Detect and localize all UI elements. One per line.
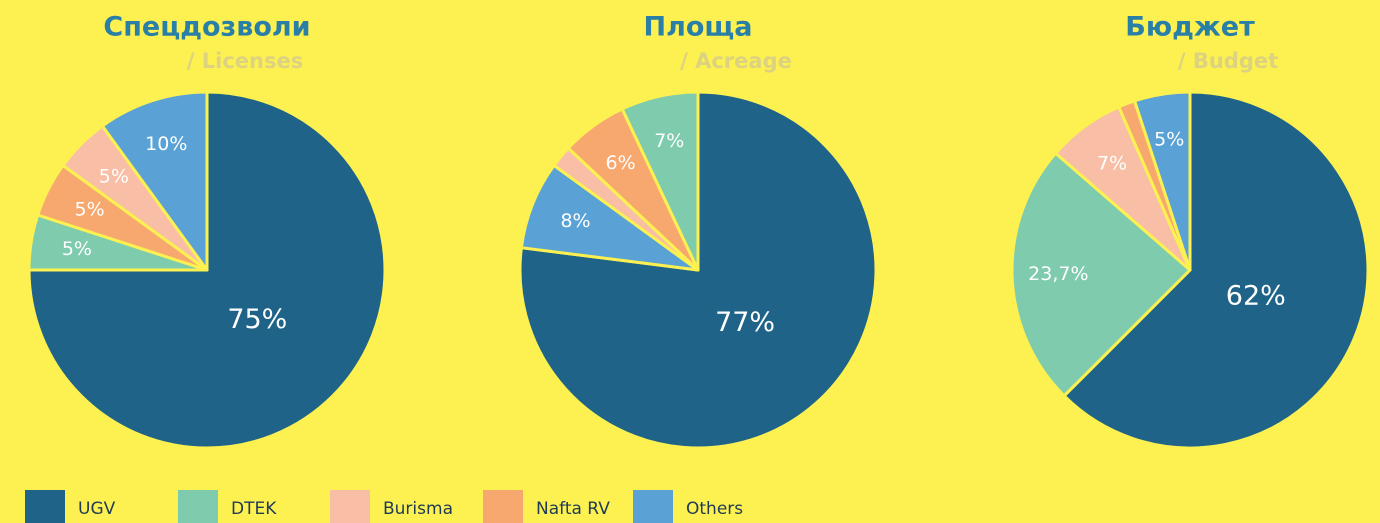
legend-label: Nafta RV [536,499,610,519]
chart-title: Спецдозволи [103,12,310,43]
pie-slice [519,163,700,272]
legend-swatch [25,490,65,523]
slice-label: 5% [75,199,105,221]
chart-subtitle: / Budget [1178,49,1278,73]
legend-swatch [178,490,218,523]
slice-label: 5% [62,238,92,260]
pie-slice [27,90,387,450]
slice-label: 23,7% [1028,263,1088,285]
pie-slice [100,90,209,272]
chart-title: Бюджет [1125,12,1255,43]
slice-label: 6% [605,152,635,174]
slice-label: 62% [1226,281,1286,312]
pie-slice [518,90,878,450]
chart-subtitle: / Licenses [187,49,303,73]
chart-title: Площа [644,12,753,43]
legend-label: UGV [78,499,116,519]
slice-label: 5% [99,165,129,187]
slice-label: 7% [1097,152,1127,174]
legend-label: DTEK [231,499,277,519]
slice-label: 75% [227,304,287,335]
legend-swatch [330,490,370,523]
legend-label: Burisma [383,499,453,519]
slice-label: 7% [654,130,684,152]
slice-label: 8% [560,210,590,232]
pie-slice [1010,151,1192,398]
chart-subtitle: / Acreage [680,49,792,73]
pie-slice [620,90,700,272]
pie-slice [1062,90,1370,450]
slice-label: 5% [1154,128,1184,150]
slice-label: 77% [715,307,775,338]
slice-label: 10% [145,133,187,155]
legend-label: Others [686,499,743,519]
legend-swatch [633,490,673,523]
pie-slice [1133,90,1192,272]
legend-swatch [483,490,523,523]
